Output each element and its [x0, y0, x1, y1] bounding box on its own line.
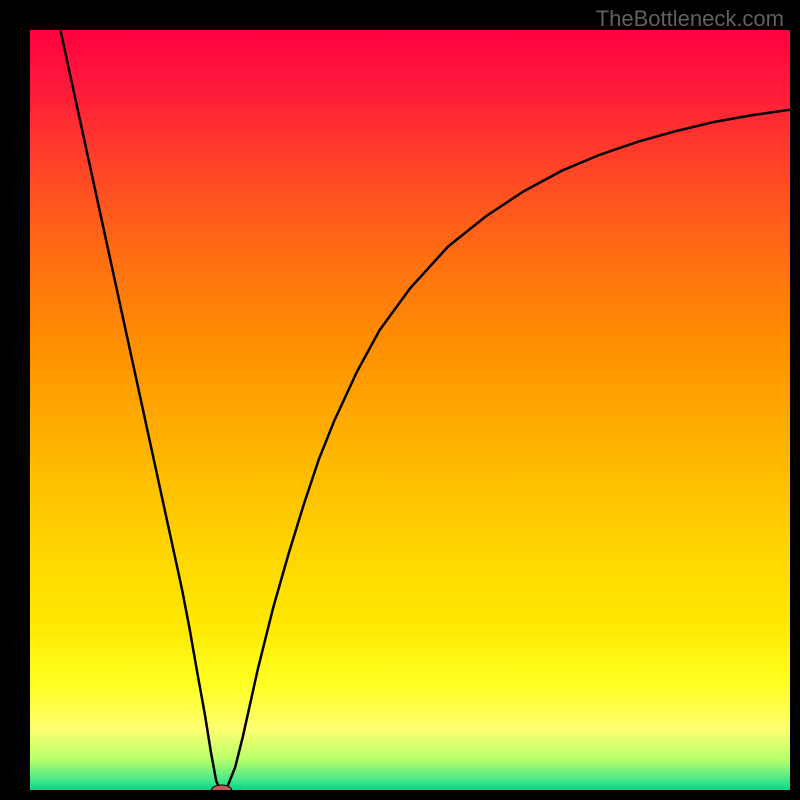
watermark-text: TheBottleneck.com	[596, 6, 784, 32]
chart-svg	[30, 30, 790, 790]
bottom-axis-bar	[0, 790, 800, 800]
bottleneck-chart	[30, 30, 790, 790]
